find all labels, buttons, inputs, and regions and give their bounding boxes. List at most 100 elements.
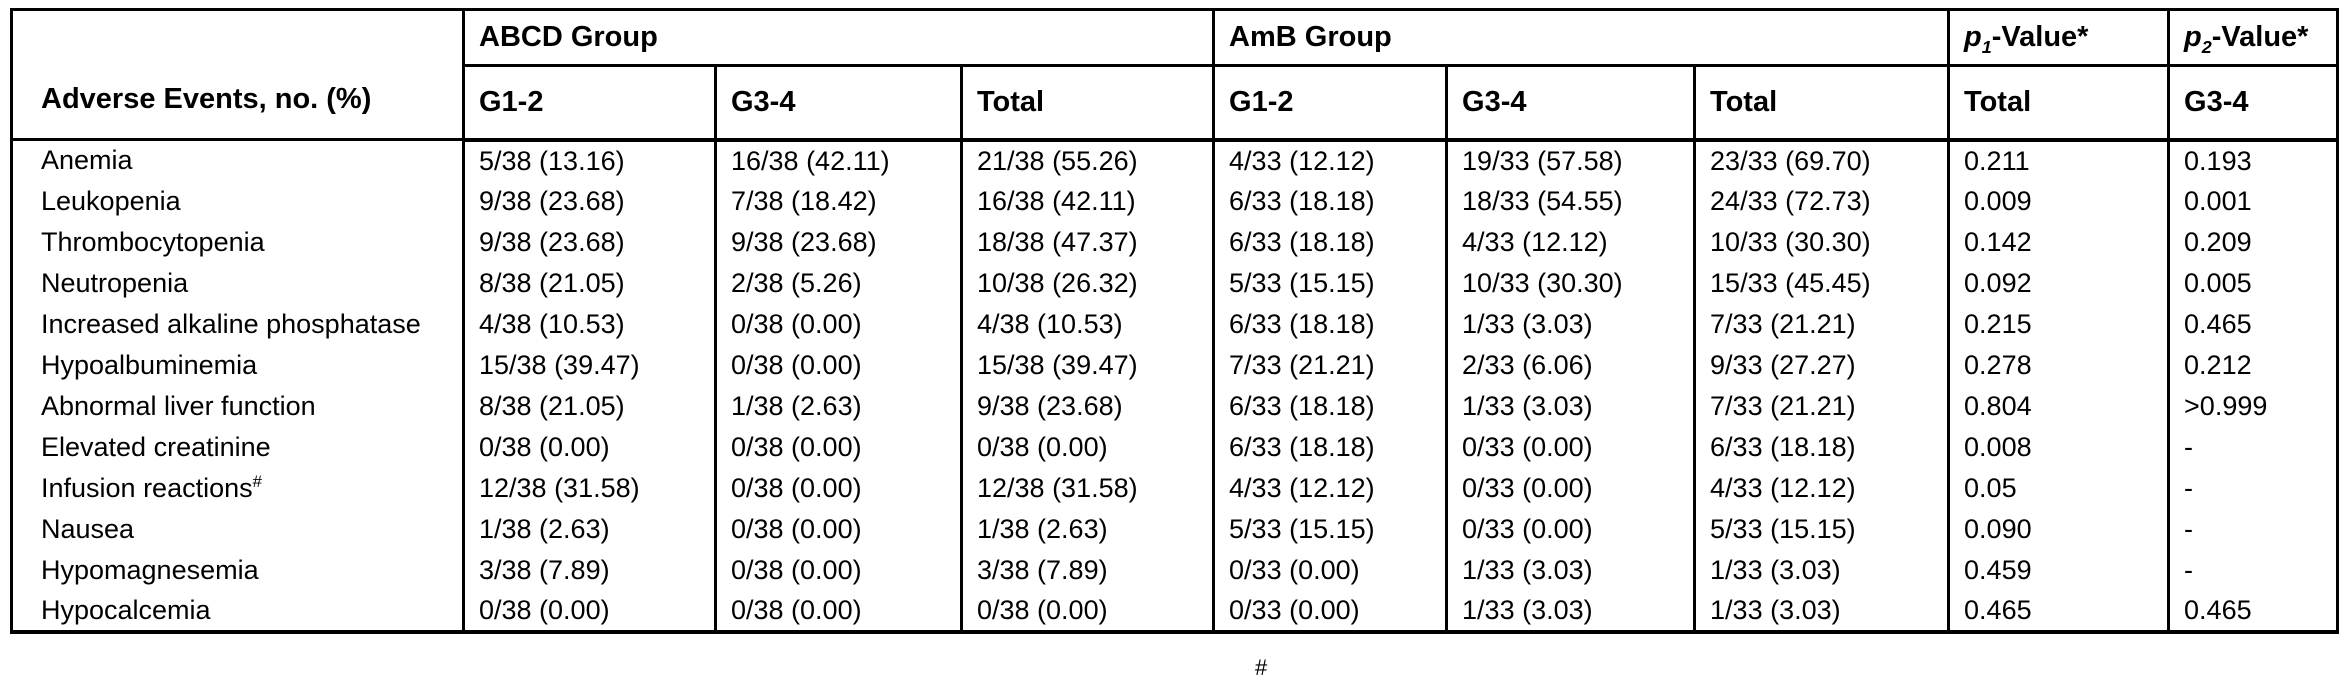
table-cell: 0/33 (0.00) (1445, 426, 1697, 468)
row-label-text: Thrombocytopenia (41, 226, 265, 257)
table-row: Elevated creatinine 0/38 (0.00) 0/38 (0.00… (10, 426, 2340, 468)
table-cell: 10/38 (26.32) (959, 262, 1216, 304)
table-cell: 9/38 (23.68) (959, 385, 1216, 427)
table-cell: 6/33 (18.18) (1212, 303, 1449, 345)
table-cell: 6/33 (18.18) (1693, 426, 1951, 468)
table-cell: 0/33 (0.00) (1212, 549, 1449, 591)
table-cell: 12/38 (31.58) (462, 467, 717, 509)
table-cell: 0/38 (0.00) (714, 344, 963, 386)
table-cell: 18/38 (47.37) (959, 221, 1216, 263)
table-row: Hypocalcemia 0/38 (0.00) 0/38 (0.00) 0/38 (… (10, 590, 2340, 632)
table-cell: 0/38 (0.00) (714, 508, 963, 550)
table-cell: 10/33 (30.30) (1693, 221, 1951, 263)
column-header-p2-g34: G3-4 (2167, 65, 2340, 142)
table-cell: 6/33 (18.18) (1212, 180, 1449, 222)
table-cell: 0/38 (0.00) (714, 426, 963, 468)
group-header-abcd: ABCD Group (461, 9, 1216, 67)
table-cell: 0/38 (0.00) (714, 590, 963, 632)
row-label-text: Hypomagnesemia (41, 554, 259, 585)
row-label-text: Neutropenia (41, 267, 189, 298)
table-cell: 21/38 (55.26) (959, 139, 1216, 181)
column-header-amb-g34: G3-4 (1445, 65, 1697, 142)
table-cell: 1/33 (3.03) (1693, 590, 1951, 632)
row-label: Hypocalcemia (10, 590, 465, 632)
table-cell: 4/38 (10.53) (959, 303, 1216, 345)
row-label: Increased alkaline phosphatase (10, 303, 465, 345)
row-label: Abnormal liver function (10, 385, 465, 427)
row-label: Thrombocytopenia (10, 221, 465, 263)
table-row: Thrombocytopenia 9/38 (23.68) 9/38 (23.68)… (10, 221, 2340, 263)
table-body: Anemia 5/38 (13.16) 16/38 (42.11) 21/38 (55… (10, 139, 2340, 632)
table-cell: 0/38 (0.00) (959, 590, 1216, 632)
row-label: Hypoalbuminemia (10, 344, 465, 386)
table-cell: 7/33 (21.21) (1212, 344, 1449, 386)
table-row: Increased alkaline phosphatase 4/38 (10.5… (10, 303, 2340, 345)
table-cell: 0/38 (0.00) (959, 426, 1216, 468)
table-cell: - (2167, 508, 2340, 550)
table-cell: 1/33 (3.03) (1693, 549, 1951, 591)
row-label-text: Hypocalcemia (41, 594, 211, 625)
table-row: Infusion reactions# 12/38 (31.58) 0/38 (0.… (10, 467, 2340, 509)
table-cell: 19/33 (57.58) (1445, 139, 1697, 181)
table-cell: 0.008 (1947, 426, 2171, 468)
row-label: Nausea (10, 508, 465, 550)
table-cell: 0.001 (2167, 180, 2340, 222)
table-cell: 2/38 (5.26) (714, 262, 963, 304)
row-label-text: Abnormal liver function (41, 390, 316, 421)
row-label: Anemia (10, 139, 465, 181)
header-row-subcolumns: G1-2 G3-4 Total G1-2 G3-4 Total Total G3… (12, 65, 2340, 142)
table-cell: 0/38 (0.00) (714, 549, 963, 591)
table-cell: 9/33 (27.27) (1693, 344, 1951, 386)
p2-symbol: p2 (2184, 21, 2212, 57)
table-cell: 0/38 (0.00) (714, 303, 963, 345)
table-cell: 0.459 (1947, 549, 2171, 591)
table-cell: - (2167, 549, 2340, 591)
table-cell: 0/33 (0.00) (1212, 590, 1449, 632)
table-cell: 0.05 (1947, 467, 2171, 509)
row-label: Infusion reactions# (10, 467, 465, 509)
table-cell: 5/33 (15.15) (1212, 262, 1449, 304)
table-cell: 5/33 (15.15) (1693, 508, 1951, 550)
table-row: Hypomagnesemia 3/38 (7.89) 0/38 (0.00) 3/38… (10, 549, 2340, 591)
table-cell: 0.209 (2167, 221, 2340, 263)
table-cell: 5/33 (15.15) (1212, 508, 1449, 550)
table-cell: 0.090 (1947, 508, 2171, 550)
footnote-marker-fragment: # (1255, 655, 1268, 680)
table-cell: 0.211 (1947, 139, 2171, 181)
row-label-text: Increased alkaline phosphatase (41, 308, 421, 339)
table-cell: 1/33 (3.03) (1445, 385, 1697, 427)
table-cell: 7/33 (21.21) (1693, 303, 1951, 345)
table-cell: 0/33 (0.00) (1445, 508, 1697, 550)
table-cell: 0.142 (1947, 221, 2171, 263)
table-cell: 8/38 (21.05) (462, 385, 717, 427)
column-header-amb-g12: G1-2 (1212, 65, 1449, 142)
table-cell: 6/33 (18.18) (1212, 385, 1449, 427)
table-cell: 3/38 (7.89) (462, 549, 717, 591)
table-row: Leukopenia 9/38 (23.68) 7/38 (18.42) 16/38 … (10, 180, 2340, 222)
table-cell: 0.092 (1947, 262, 2171, 304)
table-cell: 6/33 (18.18) (1212, 426, 1449, 468)
table-cell: 0/38 (0.00) (714, 467, 963, 509)
row-label: Neutropenia (10, 262, 465, 304)
adverse-events-table: Adverse Events, no. (%) ABCD Group AmB G… (10, 8, 2340, 634)
row-label-text: Infusion reactions (41, 472, 253, 503)
table-cell: 15/38 (39.47) (462, 344, 717, 386)
table-row: Neutropenia 8/38 (21.05) 2/38 (5.26) 10/38 … (10, 262, 2340, 304)
table-cell: 0.804 (1947, 385, 2171, 427)
table-cell: 0.465 (2167, 303, 2340, 345)
table-row: Hypoalbuminemia 15/38 (39.47) 0/38 (0.00) 1… (10, 344, 2340, 386)
table-cell: 4/33 (12.12) (1445, 221, 1697, 263)
row-label-text: Hypoalbuminemia (41, 349, 258, 380)
table-cell: 0/38 (0.00) (462, 426, 717, 468)
column-header-abcd-g12: G1-2 (462, 65, 717, 142)
table-cell: 0.465 (2167, 590, 2340, 632)
table-cell: 0.465 (1947, 590, 2171, 632)
p1-rest: -Value* (1991, 21, 2089, 53)
row-label-text: Elevated creatinine (41, 431, 271, 462)
table-cell: 12/38 (31.58) (959, 467, 1216, 509)
row-label: Leukopenia (10, 180, 465, 222)
table-cell: 0.212 (2167, 344, 2340, 386)
table-cell: 4/33 (12.12) (1693, 467, 1951, 509)
column-header-abcd-g34: G3-4 (714, 65, 963, 142)
table-cell: 1/33 (3.03) (1445, 590, 1697, 632)
